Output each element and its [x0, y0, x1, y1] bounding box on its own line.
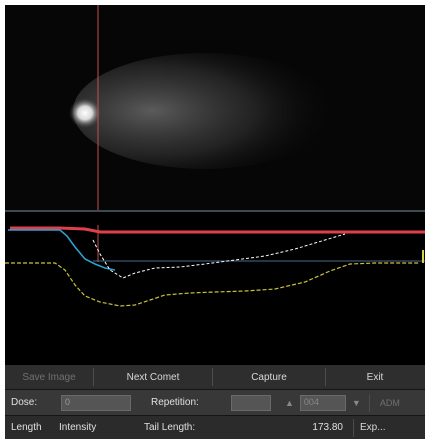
- comet-tail: [73, 53, 337, 169]
- exit-button[interactable]: Exit: [366, 371, 384, 383]
- next-comet-button[interactable]: Next Comet: [126, 371, 180, 383]
- export-button[interactable]: Exp...: [360, 422, 386, 433]
- counter-input[interactable]: 004: [299, 394, 346, 411]
- toolbar-divider: [212, 368, 213, 386]
- triangle-down-icon[interactable]: ▼: [351, 397, 361, 408]
- dose-input[interactable]: 0: [61, 394, 131, 411]
- intensity-profile-line: [92, 233, 346, 279]
- triangle-up-icon[interactable]: ▲: [285, 397, 294, 408]
- tail-profile-line: [5, 262, 420, 307]
- toolbar-divider: [93, 368, 94, 386]
- repetition-label: Repetition:: [151, 397, 199, 408]
- toolbar-divider: [353, 418, 354, 437]
- toolbar-divider: [325, 368, 326, 386]
- results-bar: Length Intensity Tail Length: 173.80 Exp…: [5, 416, 425, 439]
- action-toolbar: Save Image Next Comet Capture Exit: [5, 365, 425, 389]
- comet-image: [69, 5, 337, 211]
- toolbar-divider: [368, 393, 370, 412]
- save-image-button[interactable]: Save Image: [22, 371, 76, 383]
- length-label: Length: [11, 422, 42, 433]
- comet-image-view[interactable]: [5, 5, 425, 211]
- comet-assay-window: Save Image Next Comet Capture Exit Dose:…: [5, 5, 425, 439]
- repetition-input[interactable]: [231, 394, 271, 411]
- tail-length-label: Tail Length:: [144, 422, 196, 433]
- capture-button[interactable]: Capture: [251, 371, 287, 383]
- intensity-profile-view[interactable]: [5, 212, 425, 365]
- dose-label: Dose:: [11, 397, 38, 408]
- intensity-label: Intensity: [59, 422, 97, 433]
- head-profile-line: [8, 229, 116, 271]
- parameter-bar: Dose: 0 Repetition: ▲ 004 ▼ ADM: [5, 390, 425, 415]
- comet-head: [69, 98, 101, 128]
- view-divider: [5, 210, 425, 212]
- reference-line: [10, 226, 425, 234]
- intensity-profile-plot: [5, 225, 425, 307]
- mode-button[interactable]: ADM: [379, 397, 400, 408]
- tail-length-value: 173.80: [312, 422, 343, 433]
